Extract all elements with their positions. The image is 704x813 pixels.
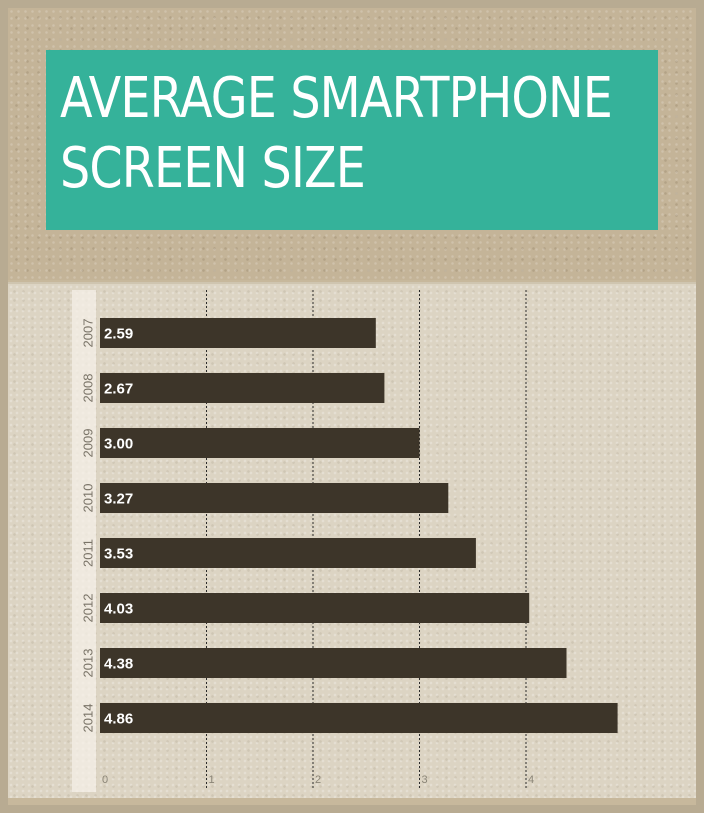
year-label-2009: 2009 (81, 429, 96, 458)
year-label-2012: 2012 (81, 594, 96, 623)
bar-value-label-2009: 3.00 (104, 436, 133, 453)
bar-value-label-2012: 4.03 (104, 601, 133, 618)
year-labels: 2007 2008 2009 2010 2011 2012 2013 2014 (81, 319, 96, 733)
year-label-strip (72, 290, 96, 792)
x-tick-labels: 0 1 2 3 4 (102, 774, 534, 786)
bar-2011 (100, 538, 476, 568)
year-label-2008: 2008 (81, 374, 96, 403)
bar-value-label-2007: 2.59 (104, 326, 133, 343)
bar-value-label-2014: 4.86 (104, 711, 133, 728)
bar-2013 (100, 648, 567, 678)
bar-2008 (100, 373, 385, 403)
x-tick-4: 4 (528, 774, 534, 786)
bar-value-label-2013: 4.38 (104, 656, 133, 673)
bar-2010 (100, 483, 449, 513)
x-tick-0: 0 (102, 774, 108, 786)
title-line-1: AVERAGE SMARTPHONE (60, 66, 613, 131)
year-label-2007: 2007 (81, 319, 96, 348)
bar-2009 (100, 428, 420, 458)
year-label-2011: 2011 (81, 539, 96, 567)
bars: 2.59 2.67 3.00 3.27 3.53 4.03 4.38 4.86 (100, 318, 618, 733)
bar-value-label-2010: 3.27 (104, 491, 133, 508)
year-label-2010: 2010 (81, 484, 96, 513)
x-tick-1: 1 (209, 774, 215, 786)
year-label-2013: 2013 (81, 649, 96, 678)
bar-2012 (100, 593, 530, 623)
year-label-2014: 2014 (81, 704, 96, 733)
bar-value-label-2008: 2.67 (104, 381, 133, 398)
title-banner: AVERAGE SMARTPHONE SCREEN SIZE (46, 50, 658, 230)
x-tick-2: 2 (315, 774, 321, 786)
bar-2014 (100, 703, 618, 733)
bar-2007 (100, 318, 376, 348)
title-line-2: SCREEN SIZE (60, 136, 366, 201)
bar-value-label-2011: 3.53 (104, 546, 133, 563)
x-tick-3: 3 (422, 774, 428, 786)
